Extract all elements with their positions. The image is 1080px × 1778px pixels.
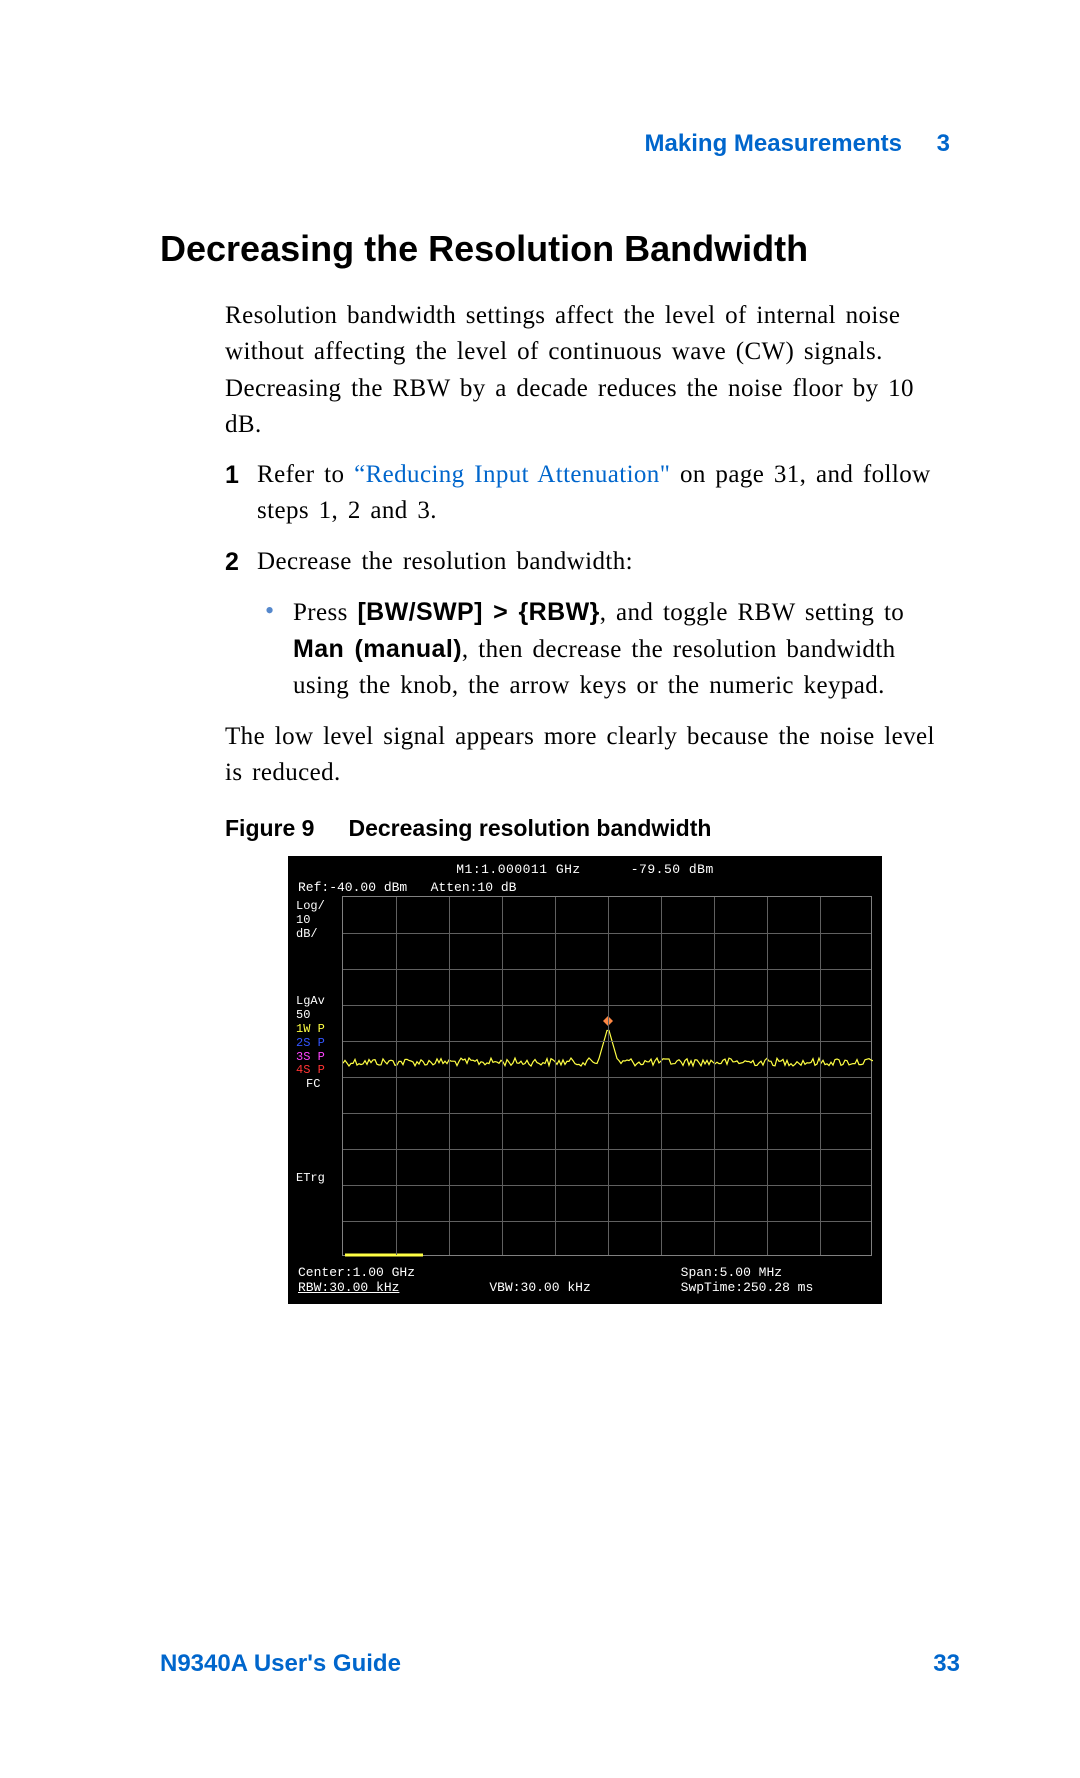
guide-title: N9340A User's Guide (160, 1650, 401, 1678)
softkey-label: {RBW} (508, 598, 600, 626)
spectrum-grid (342, 896, 872, 1256)
bottom-readout: Center:1.00 GHz Span:5.00 MHz RBW:30.00 … (298, 1265, 872, 1296)
analyzer-screenshot: M1:1.000011 GHz-79.50 dBm Ref:-40.00 dBm… (288, 856, 882, 1304)
bullet-icon: • (265, 594, 289, 705)
outro-paragraph: The low level signal appears more clearl… (225, 719, 960, 792)
marker-readout: M1:1.000011 GHz-79.50 dBm (288, 862, 882, 877)
step-content: Refer to “Reducing Input Attenuation" on… (257, 457, 960, 530)
figure-label: Figure 9 (225, 815, 314, 841)
key-label: [BW/SWP] > (357, 598, 508, 626)
step-1: 1 Refer to “Reducing Input Attenuation" … (225, 457, 960, 530)
page-title: Decreasing the Resolution Bandwidth (160, 228, 960, 270)
step-content: Decrease the resolution bandwidth: (257, 544, 960, 580)
page-number: 33 (933, 1650, 960, 1678)
step-number: 1 (225, 457, 251, 530)
intro-paragraph: Resolution bandwidth settings affect the… (225, 298, 960, 443)
mode-label: Man (manual) (293, 635, 462, 663)
figure-title: Decreasing resolution bandwidth (348, 815, 711, 841)
cross-reference-link[interactable]: “Reducing Input Attenuation" (354, 461, 670, 488)
left-labels: Log/ 10 dB/ LgAv 50 1W P 2S P 3S P 4S P … (296, 900, 325, 1186)
chapter-number: 3 (937, 130, 950, 157)
step-number: 2 (225, 544, 251, 580)
chapter-title: Making Measurements (645, 130, 902, 157)
bullet-content: Press [BW/SWP] > {RBW}, and toggle RBW s… (293, 594, 960, 705)
figure-caption: Figure 9 Decreasing resolution bandwidth (225, 815, 960, 842)
page-footer: N9340A User's Guide 33 (160, 1650, 960, 1678)
step-2: 2 Decrease the resolution bandwidth: (225, 544, 960, 580)
page-header: Making Measurements 3 (160, 130, 960, 158)
bullet-item: • Press [BW/SWP] > {RBW}, and toggle RBW… (265, 594, 960, 705)
ref-atten-readout: Ref:-40.00 dBm Atten:10 dB (298, 880, 516, 895)
